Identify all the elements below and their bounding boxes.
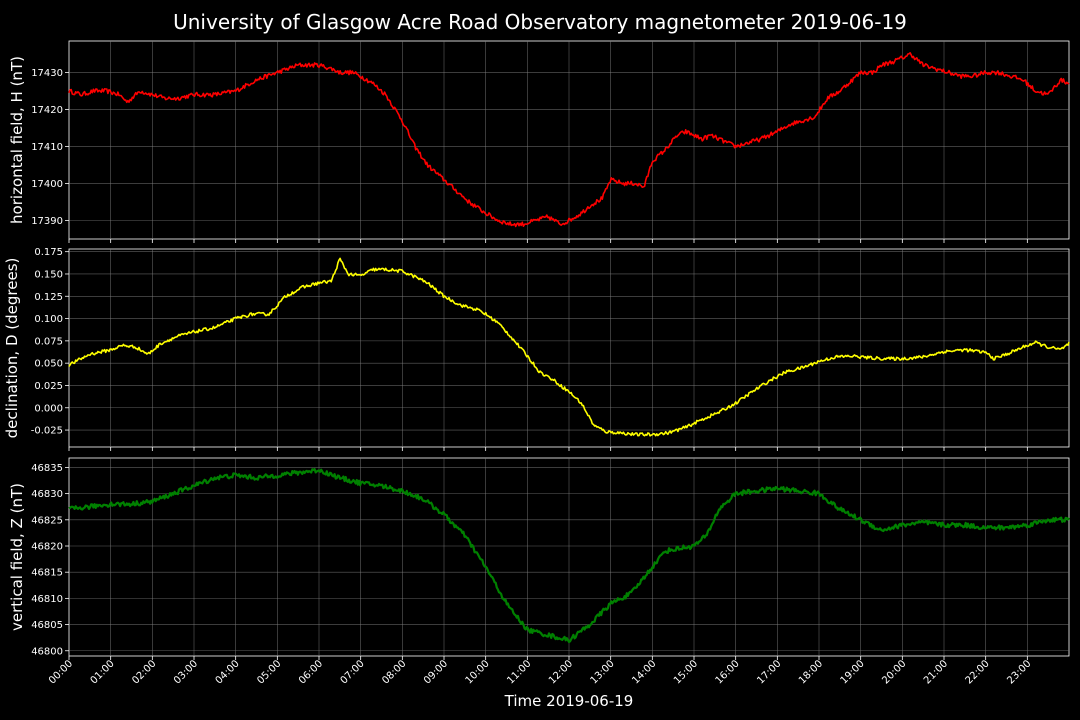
y-tick-label-vertical: 46810 xyxy=(31,594,63,605)
x-tick-label: 12:00 xyxy=(547,658,575,686)
y-tick-label-vertical: 46835 xyxy=(31,463,63,474)
x-tick-label: 07:00 xyxy=(339,658,367,686)
y-tick-label-horizontal: 17390 xyxy=(31,216,63,227)
x-tick-label: 18:00 xyxy=(797,658,825,686)
y-tick-label-horizontal: 17400 xyxy=(31,179,63,190)
x-tick-label: 20:00 xyxy=(880,658,908,686)
x-tick-label: 23:00 xyxy=(1005,658,1033,686)
figure-title: University of Glasgow Acre Road Observat… xyxy=(173,10,907,34)
x-tick-label: 22:00 xyxy=(964,658,992,686)
x-tick-label: 15:00 xyxy=(672,658,700,686)
x-tick-label: 09:00 xyxy=(422,658,450,686)
x-tick-label: 00:00 xyxy=(47,658,75,686)
series-line-declination xyxy=(68,257,1070,437)
x-tick-label: 19:00 xyxy=(839,658,867,686)
y-tick-label-declination: 0.025 xyxy=(34,381,63,392)
x-tick-label: 13:00 xyxy=(589,658,617,686)
ylabel-declination: declination, D (degrees) xyxy=(3,258,21,439)
x-tick-label: 16:00 xyxy=(714,658,742,686)
series-line-horizontal xyxy=(68,52,1070,228)
ylabel-horizontal-field: horizontal field, H (nT) xyxy=(8,56,26,224)
y-tick-label-declination: -0.025 xyxy=(31,426,63,437)
y-tick-label-declination: 0.075 xyxy=(34,336,63,347)
y-tick-label-declination: 0.000 xyxy=(34,403,63,414)
ylabel-vertical-field: vertical field, Z (nT) xyxy=(8,483,26,631)
x-tick-label: 05:00 xyxy=(255,658,283,686)
x-tick-label: 11:00 xyxy=(505,658,533,686)
x-tick-label: 04:00 xyxy=(214,658,242,686)
x-tick-label: 06:00 xyxy=(297,658,325,686)
y-tick-label-declination: 0.100 xyxy=(34,314,63,325)
y-tick-label-vertical: 46815 xyxy=(31,568,63,579)
series-line-vertical xyxy=(68,468,1070,644)
x-axis-label: Time 2019-06-19 xyxy=(504,692,634,710)
panel-declination: -0.025 0.000 0.025 0.050 0.075 0.100 0.125 0.15… xyxy=(3,247,1070,451)
x-tick-label: 10:00 xyxy=(464,658,492,686)
x-tick-label: 03:00 xyxy=(172,658,200,686)
panel-horizontal-field: 17390 17400 17410 17420 17430 horizontal fie… xyxy=(8,40,1070,243)
y-tick-label-vertical: 46830 xyxy=(31,489,63,500)
y-tick-label-horizontal: 17420 xyxy=(31,105,63,116)
panel-vertical-field: 46800 46805 46810 46815 46820 46825 46830 46835… xyxy=(8,457,1070,660)
x-tick-label: 02:00 xyxy=(130,658,158,686)
y-tick-label-declination: 0.125 xyxy=(34,292,63,303)
x-tick-label: 01:00 xyxy=(89,658,117,686)
y-tick-label-vertical: 46805 xyxy=(31,620,63,631)
y-tick-label-declination: 0.175 xyxy=(34,247,63,258)
y-tick-label-horizontal: 17410 xyxy=(31,142,63,153)
x-tick-label: 08:00 xyxy=(380,658,408,686)
y-tick-label-vertical: 46800 xyxy=(31,646,63,657)
x-tick-label: 21:00 xyxy=(922,658,950,686)
y-tick-label-horizontal: 17430 xyxy=(31,68,63,79)
x-tick-labels: 00:00 01:00 02:00 03:00 04:00 05:00 06:00 07:00… xyxy=(47,658,1033,686)
y-tick-label-declination: 0.150 xyxy=(34,269,63,280)
y-tick-label-declination: 0.050 xyxy=(34,359,63,370)
x-tick-label: 17:00 xyxy=(755,658,783,686)
y-tick-label-vertical: 46825 xyxy=(31,515,63,526)
y-tick-label-vertical: 46820 xyxy=(31,542,63,553)
x-tick-label: 14:00 xyxy=(630,658,658,686)
